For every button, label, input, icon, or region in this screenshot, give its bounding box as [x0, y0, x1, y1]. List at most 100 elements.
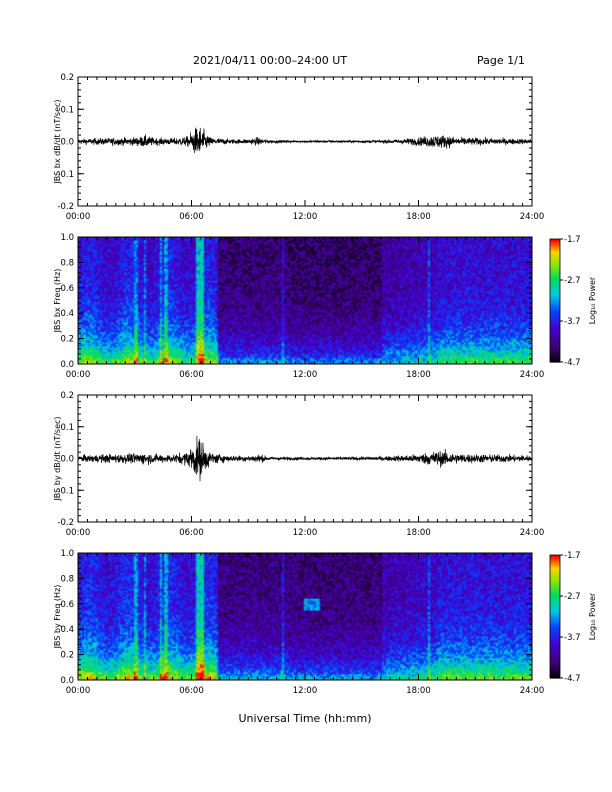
- colorbar-segment: [550, 333, 560, 336]
- signal-trace: [77, 127, 533, 153]
- colorbar-segment: [550, 351, 560, 355]
- y-axis-label: JBS bx Freq (Hz): [53, 269, 62, 334]
- colorbar-segment: [550, 653, 560, 657]
- colorbar-segment: [550, 659, 560, 663]
- x-tick-label: 24:00: [520, 686, 545, 696]
- colorbar-segment: [550, 243, 560, 246]
- colorbar-segment: [550, 247, 560, 250]
- colorbar-segment: [550, 581, 560, 585]
- colorbar-segment: [550, 329, 560, 332]
- x-tick-label: 06:00: [179, 370, 204, 380]
- spectrogram-image: [78, 237, 532, 364]
- colorbar-segment: [550, 282, 560, 285]
- colorbar-segment: [550, 302, 560, 306]
- x-tick-label: 24:00: [520, 528, 545, 538]
- y-tick-label: 0.0: [60, 455, 74, 465]
- signal-trace: [77, 435, 533, 482]
- colorbar-segment: [550, 335, 560, 338]
- y-tick-label: 0.2: [60, 73, 74, 83]
- colorbar-segment: [550, 255, 560, 259]
- x-tick-label: 24:00: [520, 370, 545, 380]
- colorbar-tick-label: -2.7: [564, 592, 581, 602]
- y-tick-label: 0.4: [60, 625, 74, 635]
- colorbar-segment: [550, 628, 560, 632]
- colorbar-segment: [550, 304, 560, 308]
- spectrogram-image: [78, 553, 532, 680]
- colorbar-segment: [550, 345, 560, 349]
- colorbar-segment: [550, 331, 560, 334]
- colorbar-segment: [550, 349, 560, 353]
- colorbar-segment: [550, 325, 560, 328]
- colorbar-segment: [550, 579, 560, 583]
- colorbar-segment: [550, 284, 560, 287]
- colorbar-segment: [550, 657, 560, 661]
- colorbar-segment: [550, 673, 560, 677]
- colorbar-segment: [550, 618, 560, 622]
- x-tick-label: 24:00: [520, 212, 545, 222]
- colorbar-tick-label: -4.7: [564, 674, 581, 684]
- y-tick-label: 0.1: [60, 423, 74, 433]
- x-tick-label: 18:00: [406, 528, 431, 538]
- x-tick-label: 00:00: [66, 528, 91, 538]
- colorbar-segment: [550, 271, 560, 275]
- y-tick-label: 0.6: [60, 284, 74, 294]
- y-tick-label: 0.2: [60, 391, 74, 401]
- colorbar-segment: [550, 667, 560, 671]
- x-tick-label: 18:00: [406, 370, 431, 380]
- colorbar-segment: [550, 577, 560, 581]
- y-tick-label: 0.8: [60, 258, 74, 268]
- y-tick-label: -0.1: [57, 170, 74, 180]
- page-number: Page 1/1: [477, 54, 525, 67]
- colorbar-segment: [550, 294, 560, 297]
- colorbar-segment: [550, 614, 560, 618]
- y-tick-label: 0.0: [60, 676, 74, 686]
- y-tick-label: 0.2: [60, 335, 74, 345]
- colorbar-tick-label: -4.7: [564, 358, 581, 368]
- colorbar-segment: [550, 573, 560, 577]
- x-tick-label: 00:00: [66, 370, 91, 380]
- y-tick-label: 0.6: [60, 600, 74, 610]
- colorbar-segment: [550, 559, 560, 562]
- y-tick-label: -0.2: [57, 202, 74, 212]
- colorbar-segment: [550, 339, 560, 343]
- y-tick-label: 1.0: [60, 549, 74, 559]
- x-axis-label: Universal Time (hh:mm): [239, 712, 372, 725]
- colorbar-segment: [550, 318, 560, 322]
- colorbar-segment: [550, 626, 560, 630]
- page-title: 2021/04/11 00:00–24:00 UT: [193, 54, 348, 67]
- colorbar-segment: [550, 583, 560, 587]
- colorbar-segment: [550, 641, 560, 644]
- colorbar-segment: [550, 280, 560, 283]
- x-tick-label: 18:00: [406, 212, 431, 222]
- colorbar-segment: [550, 288, 560, 291]
- colorbar-segment: [550, 647, 560, 650]
- colorbar-segment: [550, 275, 560, 279]
- colorbar-segment: [550, 663, 560, 667]
- y-tick-label: 1.0: [60, 233, 74, 243]
- colorbar-segment: [550, 661, 560, 665]
- y-axis-label: JBS bx dB/dt (nT/sec): [53, 99, 62, 184]
- colorbar-segment: [550, 675, 560, 679]
- colorbar-segment: [550, 267, 560, 271]
- x-tick-label: 12:00: [293, 528, 318, 538]
- colorbar-segment: [550, 563, 560, 566]
- colorbar-segment: [550, 245, 560, 248]
- colorbar-segment: [550, 587, 560, 591]
- colorbar-segment: [550, 310, 560, 314]
- x-tick-label: 00:00: [66, 212, 91, 222]
- colorbar-segment: [550, 598, 560, 601]
- y-tick-label: 0.8: [60, 574, 74, 584]
- colorbar-segment: [550, 337, 560, 341]
- x-tick-label: 06:00: [179, 528, 204, 538]
- colorbar-segment: [550, 251, 560, 254]
- colorbar-segment: [550, 645, 560, 648]
- colorbar-segment: [550, 277, 560, 281]
- colorbar-segment: [550, 314, 560, 318]
- colorbar-segment: [550, 591, 560, 595]
- colorbar-segment: [550, 639, 560, 642]
- colorbar-segment: [550, 669, 560, 673]
- colorbar-label: Log₁₀ Power: [588, 276, 597, 324]
- colorbar-segment: [550, 622, 560, 626]
- colorbar-segment: [550, 567, 560, 570]
